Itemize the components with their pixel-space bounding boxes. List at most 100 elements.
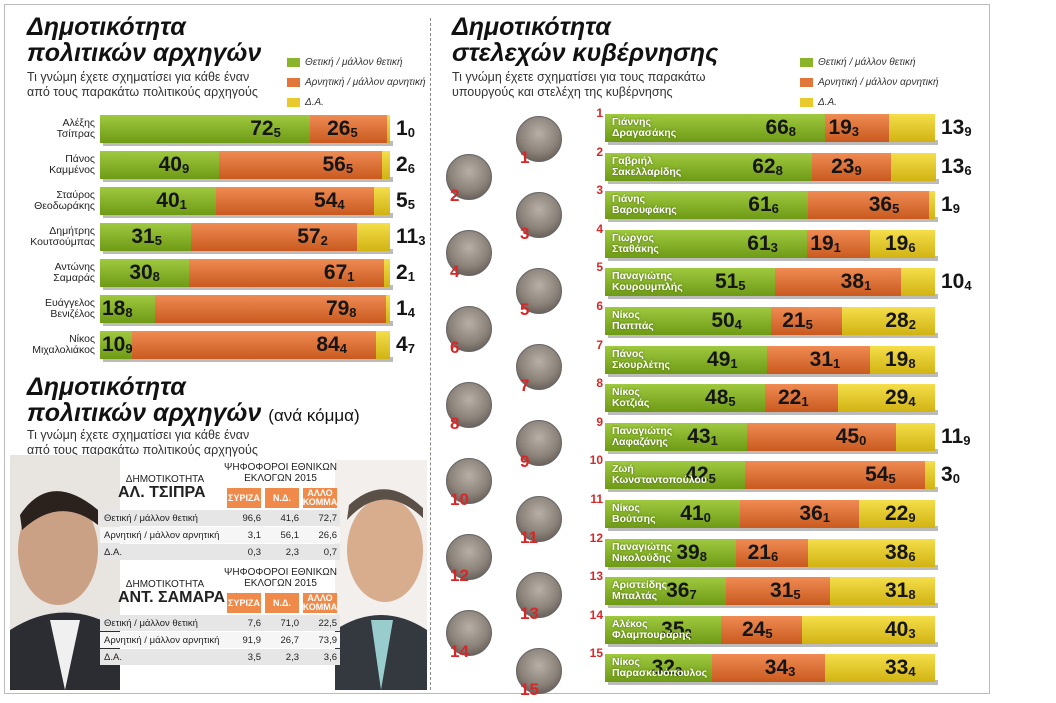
value-int: 33 [885, 656, 909, 680]
bar-category-label: Νίκος Παππάς [612, 309, 654, 332]
value-int: 19 [885, 347, 909, 371]
value-dec: 8 [152, 269, 160, 284]
row-index: 2 [596, 144, 603, 159]
value-label-positive: 315 [131, 223, 162, 253]
value-label-dontknow: 55 [396, 187, 415, 217]
value-label-positive: 485 [705, 384, 736, 414]
portrait-number: 1 [520, 148, 530, 167]
value-int: 34 [764, 656, 789, 680]
bar-category-label: Παναγιώτης Κουρουμπλής [612, 270, 683, 294]
value-dec: 9 [908, 510, 916, 525]
value-dec: 0 [703, 510, 711, 525]
value-label-negative: 545 [865, 461, 896, 491]
bar-dontknow [895, 422, 935, 451]
table-cell: 2,3 [285, 546, 299, 558]
legend-label-positive: Θετική / μάλλον θετική [305, 56, 403, 68]
value-label-dontknow: 19 [941, 191, 960, 221]
value-dec: 5 [888, 471, 896, 487]
value-dec: 4 [407, 305, 415, 320]
bar-positive [605, 152, 813, 181]
value-dec: 0 [952, 471, 960, 487]
value-dec: 4 [734, 317, 742, 332]
bar-dontknow [802, 615, 935, 644]
bar-shadow [103, 249, 393, 254]
bar-positive [605, 384, 766, 413]
row-index: 11 [590, 492, 603, 506]
legend-item-negative: Αρνητική / μάλλον αρνητική [287, 72, 426, 92]
bar-negative [740, 500, 860, 528]
value-label-negative: 343 [765, 654, 796, 684]
row-index: 9 [596, 414, 603, 429]
left-subtitle: Τι γνώμη έχετε σχηματίσει για κάθε έναν … [27, 70, 258, 99]
value-label-dontknow: 198 [885, 346, 916, 376]
bar-positive [605, 268, 775, 297]
bar-category-label: Νίκος Μιχαλολιάκος [32, 333, 95, 356]
party-title-text: Δημοτικότητα πολιτικών αρχηγών [27, 373, 262, 427]
table-header-0: ΣΥΡΙΖΑ [227, 593, 261, 613]
value-int: 1 [396, 297, 408, 320]
bar-row: 352 245 403 [605, 615, 938, 647]
value-label-dontknow: 196 [885, 230, 916, 260]
bar-category-label: Γιάνης Βαρουφάκης [612, 193, 677, 217]
legend-item-dontknow: Δ.Α. [287, 92, 426, 112]
value-dec: 3 [418, 233, 426, 248]
value-label-positive: 515 [715, 268, 746, 298]
bar-dontknow [842, 307, 936, 335]
bar-positive [100, 115, 311, 143]
bar-category-label: Αριστείδης Μπαλτάς [612, 579, 668, 603]
bar-category-label: Πάνος Σκουρλέτης [612, 347, 670, 371]
portrait-number: 4 [450, 262, 460, 281]
bar-positive [605, 500, 741, 528]
table-voters-caption: ΨΗΦΟΦΟΡΟΙ ΕΘΝΙΚΩΝ ΕΚΛΟΓΩΝ 2015 [224, 462, 337, 484]
value-label-positive: 725 [250, 115, 281, 145]
column-divider [430, 18, 431, 690]
table-cell: 72,7 [318, 512, 338, 524]
value-dec: 8 [125, 305, 133, 320]
bar-category-label: Αλέκος Φλαμπουράρης [612, 617, 691, 641]
row-index: 7 [596, 337, 603, 352]
party-title: Δημοτικότητα πολιτικών αρχηγών (ανά κόμμ… [27, 374, 360, 429]
bar-dontknow [889, 114, 935, 142]
value-dec: 3 [788, 664, 796, 680]
person-silhouette-icon [335, 460, 427, 690]
bar-negative [154, 295, 386, 323]
value-label-negative: 216 [748, 539, 779, 569]
bar-dontknow [382, 151, 390, 179]
table-row-label: Δ.Α. [104, 546, 122, 558]
bar-shadow [608, 140, 938, 145]
bar-dontknow [383, 259, 390, 287]
value-label-dontknow: 282 [885, 307, 916, 337]
value-int: 31 [885, 579, 909, 603]
value-label-positive: 308 [129, 259, 160, 289]
bar-category-label: Παναγιώτης Λαφαζάνης [612, 424, 673, 448]
bar-dontknow [859, 500, 935, 528]
value-label-negative: 671 [324, 259, 355, 289]
value-label-positive: 109 [102, 331, 133, 361]
value-int: 41 [680, 502, 704, 525]
value-dec: 4 [337, 197, 345, 212]
bar-negative [771, 307, 843, 335]
bar-positive [100, 331, 132, 359]
bar-category-label: Γαβριήλ Σακελλαρίδης [612, 154, 682, 178]
table-voters-caption: ΨΗΦΟΦΟΡΟΙ ΕΘΝΙΚΩΝ ΕΚΛΟΓΩΝ 2015 [224, 567, 337, 589]
value-int: 11 [396, 225, 419, 248]
value-label-dontknow: 334 [885, 654, 916, 684]
row-index: 10 [589, 453, 603, 468]
value-int: 84 [316, 333, 340, 356]
portrait-number: 14 [450, 642, 469, 661]
legend-swatch-positive [800, 57, 813, 67]
value-dec: 5 [345, 161, 354, 176]
portrait-number: 15 [520, 680, 539, 699]
table-header-2: ΑΛΛΟ ΚΟΜΜΑ [302, 488, 338, 508]
row-index: 12 [589, 530, 603, 545]
value-int: 43 [687, 424, 711, 448]
value-dec: 2 [908, 317, 916, 332]
bar-negative [745, 461, 926, 490]
bar-negative [218, 151, 383, 179]
bar-positive [605, 538, 737, 567]
value-int: 31 [809, 347, 834, 371]
table-cell: 73,9 [318, 634, 338, 646]
bar-category-label: Γιώργος Σταθάκης [612, 231, 659, 255]
value-int: 35 [661, 617, 685, 641]
value-dec: 1 [801, 394, 809, 410]
